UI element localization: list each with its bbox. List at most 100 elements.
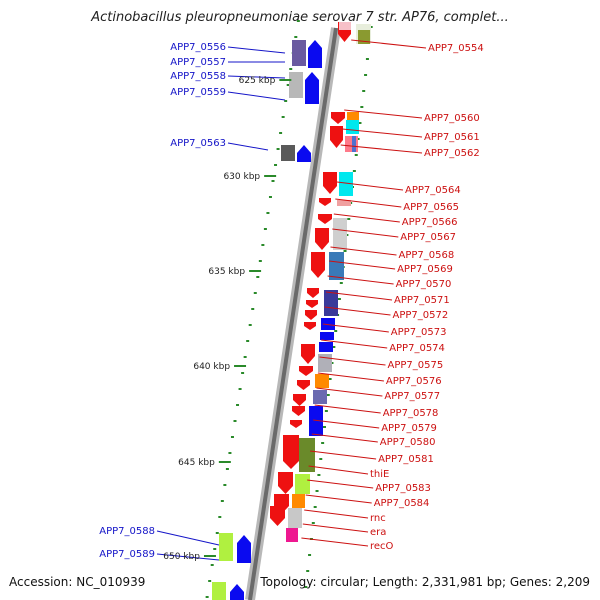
right-gene-label[interactable]: era <box>370 527 386 538</box>
reverse-gene-arrow[interactable] <box>318 214 332 224</box>
gene-domain-box[interactable] <box>292 40 306 66</box>
reverse-gene-arrow[interactable] <box>311 252 325 278</box>
leader-line <box>322 323 389 333</box>
gene-domain-box[interactable] <box>315 374 329 388</box>
gene-domain-box[interactable] <box>333 218 347 250</box>
left-gene-label[interactable]: APP7_0556 <box>170 42 226 53</box>
left-gene-label[interactable]: APP7_0558 <box>170 71 226 82</box>
gene-domain-box[interactable] <box>321 318 335 330</box>
gene-domain-box[interactable] <box>347 112 359 120</box>
right-gene-label[interactable]: APP7_0580 <box>380 437 436 448</box>
right-gene-label[interactable]: APP7_0561 <box>424 132 480 143</box>
gene-domain-box[interactable] <box>358 30 370 44</box>
right-gene-label[interactable]: APP7_0571 <box>394 295 450 306</box>
reverse-gene-arrow[interactable] <box>270 506 285 526</box>
leader-line <box>227 75 286 79</box>
right-gene-label[interactable]: recO <box>370 541 394 552</box>
gene-domain-box[interactable] <box>339 22 351 30</box>
right-gene-label[interactable]: APP7_0569 <box>397 264 453 275</box>
reverse-gene-arrow[interactable] <box>306 300 318 308</box>
reverse-gene-arrow[interactable] <box>283 435 299 469</box>
gene-domain-box[interactable] <box>337 200 351 206</box>
right-gene-label[interactable]: APP7_0562 <box>424 148 480 159</box>
right-gene-label[interactable]: APP7_0576 <box>386 376 442 387</box>
gene-domain-box[interactable] <box>346 120 359 134</box>
gene-labels[interactable]: APP7_0556 APP7_0557 APP7_0558 APP7_0559 APP7… <box>99 42 483 560</box>
gene-domain-box[interactable] <box>352 136 356 152</box>
right-gene-label[interactable]: APP7_0583 <box>375 483 431 494</box>
left-gene-label[interactable]: APP7_0557 <box>170 57 226 68</box>
forward-gene-arrow[interactable] <box>308 40 322 68</box>
right-gene-label[interactable]: APP7_0572 <box>393 310 449 321</box>
gene-domain-box[interactable] <box>212 582 226 600</box>
right-gene-label[interactable]: APP7_0578 <box>383 408 439 419</box>
forward-gene-arrow[interactable] <box>305 72 319 104</box>
right-gene-label[interactable]: APP7_0581 <box>378 454 434 465</box>
leader-line <box>342 128 423 138</box>
right-gene-label[interactable]: APP7_0554 <box>428 43 484 54</box>
reverse-gene-arrow[interactable] <box>299 366 313 376</box>
left-gene-label[interactable]: APP7_0588 <box>99 526 155 537</box>
gene-domain-box[interactable] <box>219 533 233 561</box>
reverse-gene-arrow[interactable] <box>304 322 316 330</box>
gene-domain-box[interactable] <box>289 72 303 98</box>
gene-domain-box[interactable] <box>324 290 338 316</box>
tick-dot <box>352 170 356 172</box>
forward-gene-arrow[interactable] <box>230 584 244 600</box>
right-gene-label[interactable]: APP7_0570 <box>396 279 452 290</box>
gene-domain-box[interactable] <box>288 508 302 528</box>
reverse-gene-arrow[interactable] <box>315 228 329 250</box>
right-gene-label[interactable]: APP7_0574 <box>389 343 445 354</box>
backbone-line <box>248 27 338 600</box>
forward-gene-arrow[interactable] <box>297 145 311 162</box>
tick-dot <box>220 500 224 502</box>
gene-domain-box[interactable] <box>281 145 295 161</box>
right-gene-label[interactable]: APP7_0584 <box>374 498 430 509</box>
gene-domain-box[interactable] <box>292 494 305 508</box>
gene-domain-box[interactable] <box>339 172 353 196</box>
reverse-gene-arrow[interactable] <box>297 380 310 390</box>
gene-domain-box[interactable] <box>313 390 327 404</box>
reverse-gene-arrow[interactable] <box>330 126 343 148</box>
reverse-gene-arrow[interactable] <box>305 310 317 320</box>
left-gene-label[interactable]: APP7_0559 <box>170 87 226 98</box>
gene-domain-box[interactable] <box>295 474 310 494</box>
tick-dot <box>261 244 265 246</box>
reverse-gene-arrow[interactable] <box>293 394 306 406</box>
reverse-gene-arrow[interactable] <box>301 344 315 364</box>
right-gene-label[interactable]: APP7_0568 <box>399 250 455 261</box>
right-gene-label[interactable]: APP7_0579 <box>381 423 437 434</box>
right-gene-label[interactable]: APP7_0575 <box>388 360 444 371</box>
right-gene-label[interactable]: APP7_0577 <box>384 391 440 402</box>
reverse-gene-arrow[interactable] <box>319 198 331 206</box>
right-gene-label[interactable]: APP7_0567 <box>400 232 456 243</box>
reverse-gene-arrow[interactable] <box>278 472 293 494</box>
leader-line <box>336 181 404 191</box>
leader-line <box>227 46 286 54</box>
right-gene-label[interactable]: rnc <box>370 513 386 524</box>
gene-domain-box[interactable] <box>329 252 344 280</box>
forward-gene-arrow[interactable] <box>237 535 251 563</box>
right-gene-label[interactable]: APP7_0560 <box>424 113 480 124</box>
right-gene-label[interactable]: APP7_0573 <box>391 327 447 338</box>
gene-domain-box[interactable] <box>299 438 315 472</box>
reverse-gene-arrow[interactable] <box>331 112 345 124</box>
gene-features[interactable] <box>212 22 371 600</box>
tick-dot <box>233 420 237 422</box>
reverse-gene-arrow[interactable] <box>307 288 319 298</box>
reverse-gene-arrow[interactable] <box>290 420 302 428</box>
gene-domain-box[interactable] <box>309 406 323 436</box>
gene-domain-box[interactable] <box>320 332 334 340</box>
right-gene-label[interactable]: APP7_0566 <box>402 217 458 228</box>
left-gene-label[interactable]: APP7_0589 <box>99 549 155 560</box>
reverse-gene-arrow[interactable] <box>323 172 337 194</box>
gene-domain-box[interactable] <box>319 342 333 352</box>
right-gene-label[interactable]: APP7_0564 <box>405 185 461 196</box>
left-gene-label[interactable]: APP7_0563 <box>170 138 226 149</box>
reverse-gene-arrow[interactable] <box>292 406 305 416</box>
gene-domain-box[interactable] <box>345 136 358 152</box>
gene-domain-box[interactable] <box>286 528 298 542</box>
right-gene-label[interactable]: APP7_0565 <box>403 202 459 213</box>
right-gene-label[interactable]: thiE <box>370 469 389 480</box>
